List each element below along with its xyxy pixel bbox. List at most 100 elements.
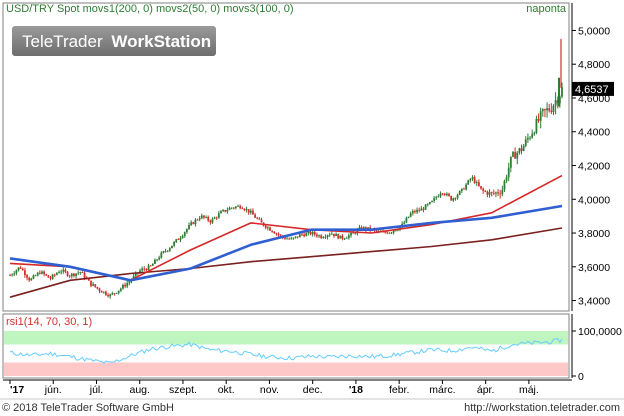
candle — [145, 268, 148, 272]
candle — [296, 236, 299, 239]
candle — [443, 192, 446, 197]
time-tick-label: febr. — [389, 384, 409, 396]
period-label: naponta — [526, 3, 567, 15]
candle — [173, 240, 176, 248]
time-axis: '17 jún. júl. aug. szept. okt. nov. dec. '18 febr… — [3, 379, 572, 396]
time-tick-label: aug. — [130, 384, 150, 396]
price-tick-label: 4,2000 — [578, 161, 610, 173]
candle — [24, 267, 26, 278]
candle — [335, 232, 337, 236]
candle — [497, 189, 499, 196]
candle — [509, 156, 512, 173]
candle — [533, 131, 536, 136]
candle — [149, 265, 152, 267]
candle — [482, 187, 485, 194]
candle — [490, 191, 493, 197]
candle — [333, 233, 335, 238]
candle — [428, 201, 431, 205]
candle — [68, 274, 71, 278]
candle — [507, 162, 510, 182]
watermark-badge — [12, 26, 216, 56]
candle — [198, 215, 201, 222]
candle — [151, 263, 154, 266]
candle — [294, 236, 297, 239]
candle — [275, 232, 278, 236]
candle — [292, 237, 295, 240]
candle — [162, 250, 165, 254]
price-tick-label: 4,6000 — [578, 93, 610, 105]
candle — [503, 179, 506, 192]
candle — [420, 206, 423, 211]
candle — [471, 175, 474, 181]
candle — [554, 92, 557, 115]
candle — [107, 292, 109, 298]
rsi-tick-label: 100,0000 — [578, 326, 622, 338]
candle — [526, 133, 529, 143]
candle — [350, 232, 352, 238]
candle — [448, 192, 450, 197]
candle — [211, 217, 214, 224]
candle — [467, 179, 470, 185]
candle — [450, 195, 453, 201]
candle — [32, 274, 35, 280]
candle — [313, 230, 316, 237]
candle — [330, 231, 333, 235]
candle — [301, 233, 303, 237]
candle — [394, 230, 397, 232]
candle — [465, 182, 467, 191]
candle — [53, 273, 56, 277]
candle — [505, 174, 508, 184]
candle — [66, 270, 69, 277]
candle — [181, 234, 184, 239]
candle — [435, 195, 438, 200]
candle — [160, 251, 163, 259]
candle — [43, 270, 46, 277]
candle — [75, 273, 77, 279]
footer-url[interactable]: http://workstation.teletrader.com — [464, 402, 620, 414]
candle — [11, 273, 14, 277]
candle — [546, 102, 548, 118]
candle — [433, 196, 436, 203]
rsi-line — [9, 338, 563, 365]
candle — [215, 216, 218, 221]
candle — [224, 209, 227, 213]
candle — [124, 282, 126, 289]
candle — [258, 217, 261, 220]
candle — [405, 216, 408, 224]
time-tick-label: szept. — [169, 384, 197, 396]
candle — [392, 230, 395, 235]
time-tick-label: ápr. — [477, 384, 495, 396]
candle — [256, 216, 259, 220]
candle — [254, 212, 256, 218]
candle — [141, 266, 144, 272]
candle — [343, 237, 346, 241]
candle — [473, 175, 476, 184]
candle — [247, 209, 250, 215]
candle — [232, 207, 235, 210]
time-tick-label: '17 — [10, 384, 24, 396]
candle — [484, 189, 487, 193]
candle — [243, 208, 246, 212]
candle — [166, 250, 169, 253]
chart-title: USD/TRY Spot movs1(200, 0) movs2(50, 0) … — [6, 3, 294, 15]
candle — [209, 219, 212, 225]
time-tick-label: dec. — [303, 384, 323, 396]
candle — [324, 234, 327, 239]
candle — [337, 233, 340, 240]
candle — [273, 231, 276, 234]
candle — [190, 220, 193, 227]
candle — [102, 291, 105, 294]
candle — [403, 220, 406, 225]
candle — [529, 135, 531, 141]
candle — [326, 234, 329, 240]
last-price-label: 4,6537 — [575, 84, 609, 96]
candle — [60, 269, 63, 275]
time-tick-label: márc. — [429, 384, 455, 396]
candle — [309, 230, 312, 236]
candle — [90, 280, 92, 288]
candle — [288, 237, 291, 240]
moving-average-line-1 — [9, 227, 563, 298]
candle — [298, 233, 301, 238]
candle — [414, 209, 416, 214]
